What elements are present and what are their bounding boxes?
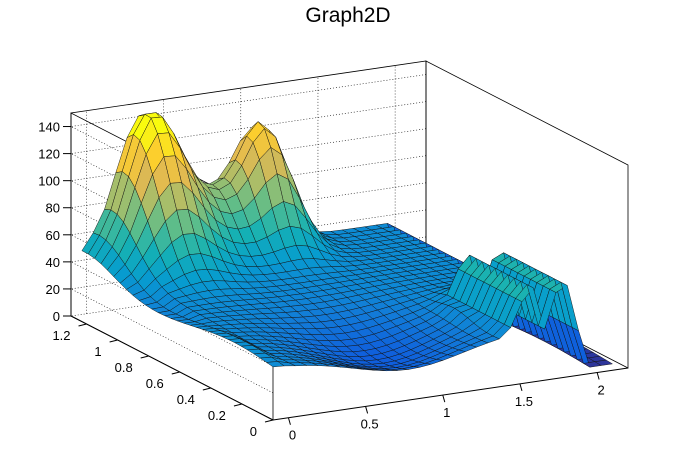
y-tick-mark (78, 323, 87, 327)
box-frame (70, 113, 629, 421)
y-tick-label: 1.2 (52, 328, 70, 343)
y-tick-mark (171, 371, 180, 375)
x-tick-label: 2 (598, 383, 605, 398)
y-tick-label: 0.6 (146, 376, 164, 391)
x-axis-line (272, 367, 629, 421)
chart-title: Graph2D (305, 4, 391, 27)
x-tick-label: 0 (289, 428, 296, 443)
x-tick-mark (442, 394, 446, 403)
y-tick-mark (264, 419, 274, 423)
z-tick-label: 100 (38, 174, 60, 189)
grid-line-z (70, 236, 427, 394)
x-tick-label: 1.5 (515, 394, 533, 409)
y-tick-mark (233, 403, 243, 407)
y-axis-line (70, 315, 274, 421)
y-tick-label: 1 (94, 344, 101, 359)
x-tick-mark (596, 372, 600, 380)
x-tick-mark (365, 406, 369, 414)
y-tick-label: 0.4 (177, 392, 195, 407)
z-tick-label: 40 (46, 255, 60, 270)
z-tick-label: 60 (46, 228, 60, 243)
z-tick-label: 120 (38, 147, 60, 162)
y-tick-label: 0.8 (115, 360, 133, 375)
y-tick-mark (109, 339, 118, 343)
x-tick-mark (519, 383, 523, 391)
z-tick-label: 140 (38, 120, 60, 135)
x-tick-label: 1 (443, 405, 450, 420)
z-tick-label: 80 (46, 201, 60, 216)
surface-cell (594, 359, 614, 366)
z-tick-label: 0 (53, 309, 60, 324)
surface-mesh (81, 112, 614, 372)
y-tick-label: 0.2 (208, 408, 226, 423)
z-tick-label: 20 (46, 282, 60, 297)
x-tick-mark (287, 417, 291, 425)
x-tick-label: 0.5 (361, 416, 379, 431)
y-tick-label: 0 (250, 424, 257, 439)
y-tick-mark (202, 387, 211, 391)
y-tick-mark (140, 355, 149, 359)
axis-ticks: 00.511.5200.20.40.60.811.202040608010012… (38, 120, 604, 443)
grid-line-z (70, 209, 427, 367)
